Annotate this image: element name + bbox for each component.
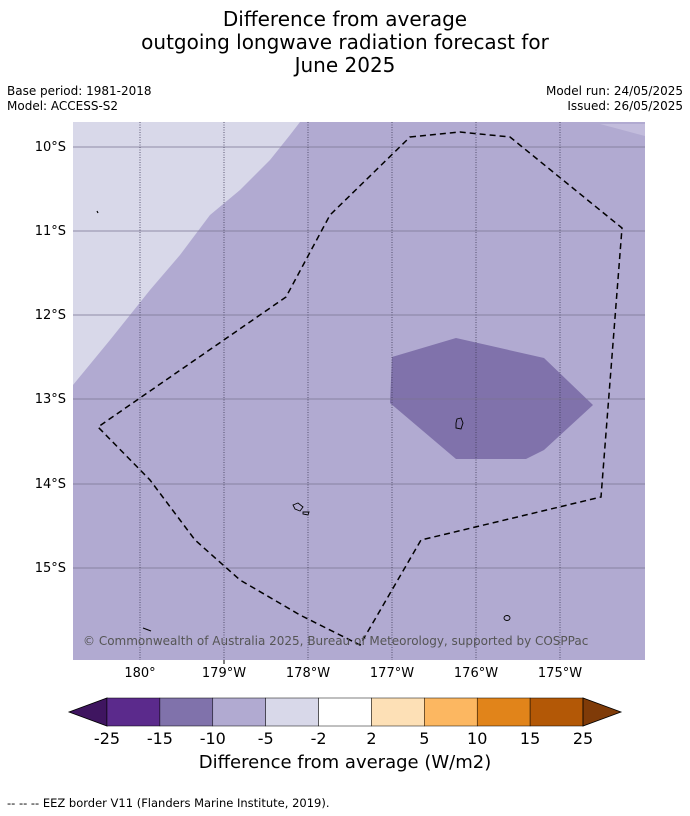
lat-label-15s: 15°S [35,561,66,576]
anomaly-region-top-edge [300,122,645,138]
island-south-east [503,615,511,621]
colorbar-tick-label: -2 [311,729,327,748]
lon-label-176w: 176°W [454,666,498,681]
colorbar-extend-low [67,697,108,727]
colorbar-segment-0 [106,697,161,727]
map-area: © Commonwealth of Australia 2025, Bureau… [73,122,645,660]
meta-left: Base period: 1981-2018 Model: ACCESS-S2 [7,84,152,114]
lat-gridlines [73,146,645,569]
colorbar-segment-3 [265,697,319,727]
island-atafu-shape [455,417,464,430]
title-line-1: Difference from average [222,7,468,31]
anomaly-region-ne-corner [600,124,645,136]
lon-label-177w: 177°W [370,666,414,681]
forecast-map: © Commonwealth of Australia 2025, Bureau… [35,122,645,748]
colorbar-tick-label: 10 [467,729,487,748]
colorbar: -25 -15 -10 -5 -2 2 5 10 15 25 [67,697,623,748]
colorbar-tick-label: -25 [94,729,120,748]
colorbar-tick-label: 15 [520,729,540,748]
model-run: Model run: 24/05/2025 [545,84,683,98]
colorbar-segment-8 [529,697,584,727]
anomaly-region-minus5-to-minus2 [73,122,300,385]
issued-date: Issued: 26/05/2025 [567,99,683,113]
colorbar-tick-label: 5 [419,729,429,748]
island-west-shape [292,502,304,512]
lat-label-14s: 14°S [35,477,66,492]
colorbar-label: Difference from average (W/m2) [198,752,492,773]
footer-note: -- -- -- EEZ border V11 (Flanders Marine… [7,796,330,810]
island-west-small [302,511,310,516]
colorbar-tick-label: 25 [573,729,593,748]
colorbar-extend-high [582,697,623,727]
colorbar-segment-2 [212,697,266,727]
lat-labels: 10°S 11°S 12°S 13°S 14°S 15°S [35,140,66,576]
anomaly-region-light-corner [73,122,130,245]
lon-label-179w: 179°W [202,666,246,681]
title-line-3: June 2025 [294,53,396,77]
colorbar-tick-label: 2 [366,729,376,748]
colorbar-tick-label: -15 [147,729,173,748]
lat-label-12s: 12°S [35,308,66,323]
lon-label-178w: 178°W [286,666,330,681]
lon-label-175w: 175°W [538,666,582,681]
lat-label-11s: 11°S [35,224,66,239]
colorbar-tick-label: -5 [258,729,274,748]
island-north-west [96,210,99,214]
anomaly-region-minus15-to-minus10 [390,338,593,459]
lat-label-13s: 13°S [35,392,66,407]
island-south-west [142,627,152,632]
colorbar-segment-5 [371,697,425,727]
lon-gridlines [139,122,561,660]
lon-label-180: 180° [124,666,155,681]
colorbar-tick-label: -10 [200,729,226,748]
colorbar-segment-1 [159,697,214,727]
title-line-2: outgoing longwave radiation forecast for [141,30,549,54]
copyright-text: © Commonwealth of Australia 2025, Bureau… [83,634,588,648]
meta-right: Model run: 24/05/2025 Issued: 26/05/2025 [546,84,683,114]
colorbar-segment-6 [424,697,478,727]
colorbar-segment-7 [476,697,531,727]
map-title: Difference from average outgoing longwav… [0,8,690,77]
lon-labels: 180° 179°W 178°W 177°W 176°W 175°W [124,660,582,681]
colorbar-segment-4 [318,697,372,727]
base-period: Base period: 1981-2018 [7,84,152,98]
model-name: Model: ACCESS-S2 [7,99,119,113]
lat-label-10s: 10°S [35,140,66,155]
